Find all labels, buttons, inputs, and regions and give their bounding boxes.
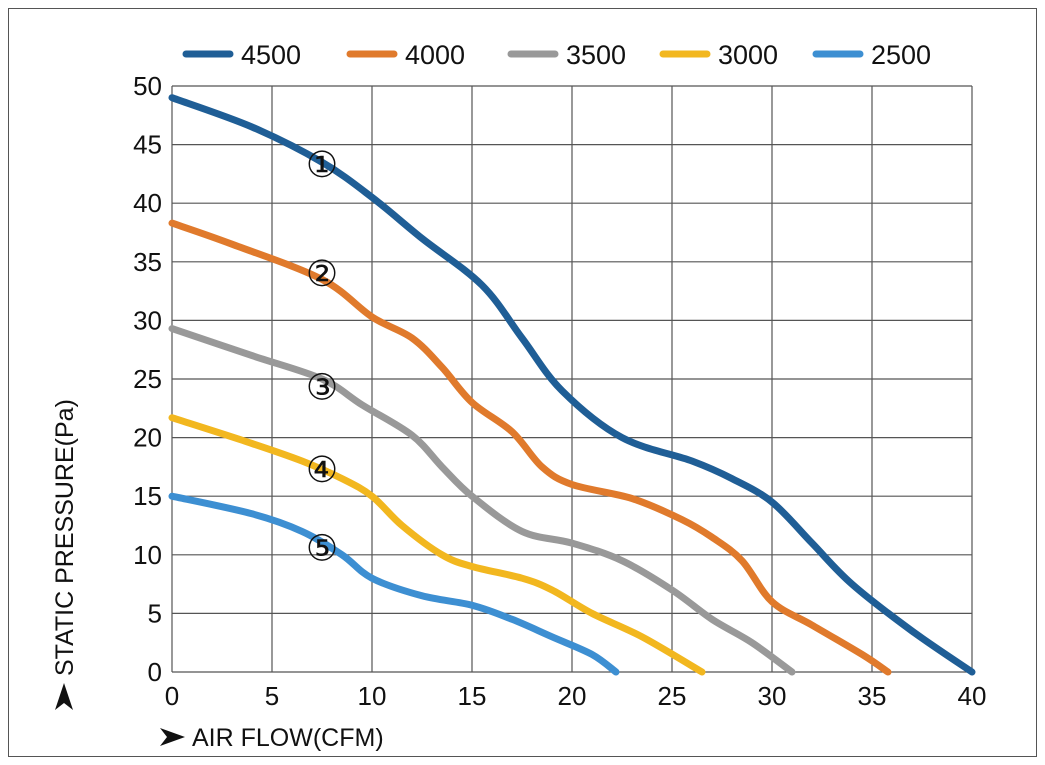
x-tick-label: 30 (758, 681, 787, 711)
x-tick-label: 0 (165, 681, 179, 711)
y-tick-label: 30 (133, 305, 162, 335)
x-tick-label: 35 (858, 681, 887, 711)
grid (171, 85, 973, 673)
series-line-4000 (168, 219, 892, 676)
y-tick-label: 10 (133, 540, 162, 570)
legend-label-2500: 2500 (871, 40, 931, 70)
curve-marker-1: ① (306, 144, 338, 185)
series-lines (168, 94, 976, 676)
tick-labels: 0 5 10 15 20 25 30 35 40 0 5 10 15 20 25 30 35 40 45 50 (133, 71, 986, 711)
y-tick-label: 40 (133, 188, 162, 218)
x-tick-label: 10 (358, 681, 387, 711)
x-axis-arrow-icon (160, 728, 185, 746)
x-tick-label: 20 (558, 681, 587, 711)
y-tick-label: 5 (148, 598, 162, 628)
y-tick-label: 50 (133, 71, 162, 101)
legend-label-3000: 3000 (718, 40, 778, 70)
y-tick-label: 0 (148, 657, 162, 687)
legend-label-3500: 3500 (566, 40, 626, 70)
x-tick-label: 40 (958, 681, 987, 711)
y-axis-label: STATIC PRESSURE(Pa) (51, 399, 79, 676)
y-tick-label: 35 (133, 247, 162, 277)
y-axis-arrow-icon (55, 683, 73, 710)
series-line-3500 (168, 325, 796, 676)
series-line-3000 (168, 414, 706, 676)
x-tick-label: 15 (458, 681, 487, 711)
series-line-2500 (168, 492, 620, 676)
y-axis-label-group: STATIC PRESSURE(Pa) (51, 399, 79, 710)
curve-marker-3: ③ (306, 367, 338, 408)
legend-label-4500: 4500 (241, 40, 301, 70)
curve-marker-5: ⑤ (306, 527, 338, 568)
curve-marker-4: ④ (306, 449, 338, 490)
curve-marker-2: ② (306, 253, 338, 294)
x-tick-label: 5 (265, 681, 279, 711)
series-line-4500 (168, 94, 976, 676)
y-tick-label: 20 (133, 423, 162, 453)
y-tick-label: 45 (133, 130, 162, 160)
y-tick-label: 15 (133, 481, 162, 511)
y-tick-label: 25 (133, 364, 162, 394)
x-tick-label: 25 (658, 681, 687, 711)
x-axis-label-group: AIR FLOW(CFM) (160, 724, 384, 752)
curve-markers: ① ② ③ ④ ⑤ (306, 144, 338, 568)
chart-frame (8, 8, 1037, 757)
legend-label-4000: 4000 (405, 40, 465, 70)
x-axis-label: AIR FLOW(CFM) (192, 724, 384, 752)
legend: 4500 4000 3500 3000 2500 (182, 40, 931, 70)
